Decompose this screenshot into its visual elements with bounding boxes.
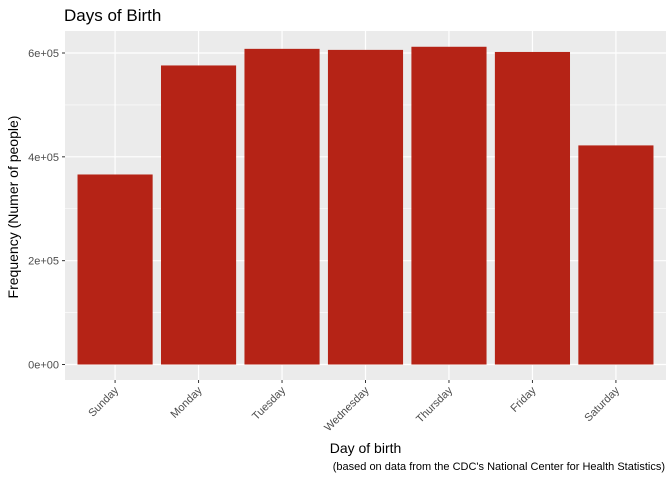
bar-monday <box>160 65 237 365</box>
bar-friday <box>494 51 571 365</box>
bar-tuesday <box>244 48 320 365</box>
bar-sunday <box>77 174 153 365</box>
x-tick-label-saturday: Saturday <box>582 384 622 424</box>
x-tick-label-sunday: Sunday <box>86 384 121 419</box>
y-tick-label: 2e+05 <box>28 256 59 268</box>
x-axis-title: Day of birth <box>330 440 402 456</box>
chart-title: Days of Birth <box>64 6 161 25</box>
x-tick-label-wednesday: Wednesday <box>322 384 372 434</box>
y-tick-label: 6e+05 <box>28 48 59 60</box>
x-tick-label-monday: Monday <box>169 384 206 421</box>
bar-saturday <box>578 145 654 365</box>
bar-wednesday <box>327 49 404 365</box>
y-tick-label: 4e+05 <box>28 152 59 164</box>
y-tick-label: 0e+00 <box>28 360 59 372</box>
x-tick-label-thursday: Thursday <box>414 384 455 425</box>
y-axis-title: Frequency (Numer of people) <box>5 116 21 299</box>
bars <box>77 46 654 365</box>
bar-thursday <box>411 46 487 365</box>
x-tick-label-friday: Friday <box>508 384 538 414</box>
x-tick-label-tuesday: Tuesday <box>250 384 288 422</box>
y-axis-ticks: 0e+00 2e+05 4e+05 6e+05 <box>28 48 65 372</box>
chart-caption: (based on data from the CDC's National C… <box>333 461 665 473</box>
x-axis-ticks: Sunday Monday Tuesday Wednesday Thursday Frid… <box>86 380 622 434</box>
